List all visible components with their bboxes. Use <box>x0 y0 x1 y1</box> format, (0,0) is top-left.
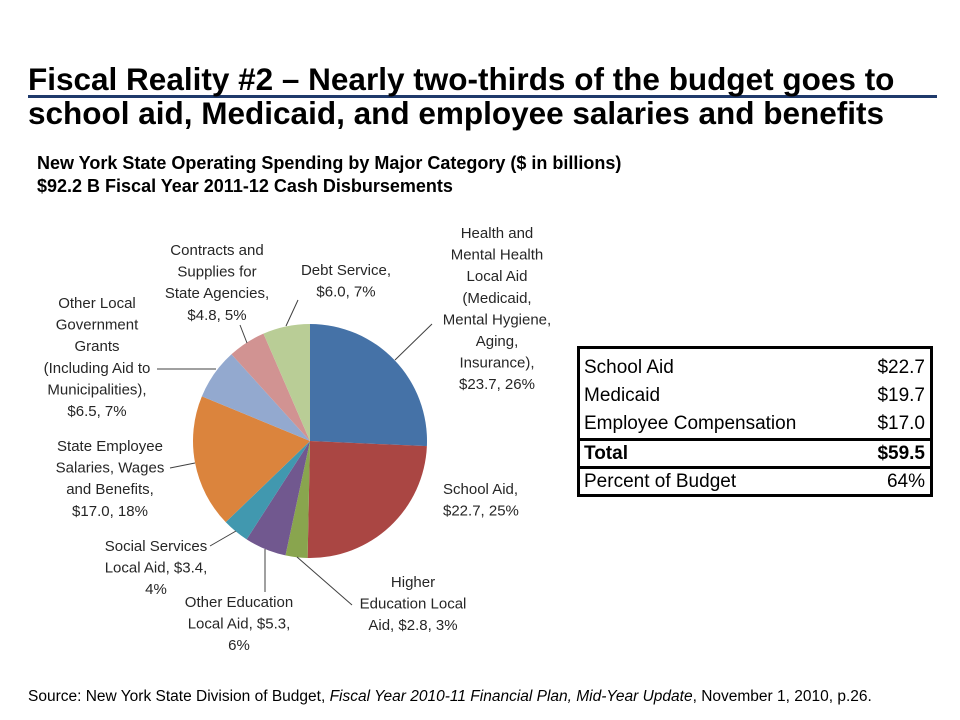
slice-label-line: 6% <box>228 637 250 654</box>
slide-title-line-2: school aid, Medicaid, and employee salar… <box>28 95 885 131</box>
pie-slice-state-employee-salaries <box>193 396 310 523</box>
slice-label-line: Health and <box>461 225 534 242</box>
slice-label-line: Grants <box>74 338 119 355</box>
slide-title-line-1: Fiscal Reality #2 – Nearly two-thirds of… <box>28 61 895 97</box>
leader-line-social-services <box>209 530 237 547</box>
table-row-value: 64% <box>886 471 925 492</box>
pie-slice-other-education <box>246 441 310 556</box>
slice-label-contracts-supplies: Contracts and Supplies for State Agencies,… <box>165 242 269 324</box>
table-row-label: Employee Compensation <box>584 413 797 434</box>
slice-label-school-aid: School Aid, $22.7, 25% <box>443 481 519 520</box>
pie-labels: Health and Mental Health Local Aid (Medicai… <box>44 225 552 654</box>
leader-line-debt-service <box>285 299 299 327</box>
leader-line-health-mental-health <box>394 323 433 361</box>
pie-slice-social-services <box>225 441 310 540</box>
chart-subtitle-line-1: New York State Operating Spending by Maj… <box>37 153 622 173</box>
table-row-value: $22.7 <box>877 357 925 378</box>
leader-line-contracts-supplies <box>239 324 248 344</box>
table-row-value: $17.0 <box>877 413 925 434</box>
pie-slice-higher-education <box>285 441 310 558</box>
slice-label-line: Local Aid <box>467 268 528 285</box>
slice-label-line: $23.7, 26% <box>459 376 535 393</box>
slice-label-line: $4.8, 5% <box>187 307 246 324</box>
table-row-medicaid: Medicaid $19.7 <box>580 382 930 410</box>
slice-label-line: Contracts and <box>170 242 263 259</box>
source-publication: Fiscal Year 2010-11 Financial Plan, Mid-… <box>329 688 693 705</box>
slice-label-health-mental-health: Health and Mental Health Local Aid (Medicai… <box>443 225 551 393</box>
slice-label-line: Insurance), <box>459 355 534 372</box>
slice-label-line: (Medicaid, <box>462 290 531 307</box>
slice-label-line: Social Services <box>105 538 208 555</box>
table-row-total: Total $59.5 <box>580 438 930 466</box>
slice-label-debt-service: Debt Service, $6.0, 7% <box>301 262 391 301</box>
slice-label-line: Aid, $2.8, 3% <box>368 617 457 634</box>
table-row-employee-compensation: Employee Compensation $17.0 <box>580 410 930 438</box>
leader-line-higher-education <box>296 556 353 606</box>
table-row-school-aid: School Aid $22.7 <box>580 349 930 382</box>
slice-label-line: Higher <box>391 574 435 591</box>
table-row-value: $19.7 <box>877 385 925 406</box>
slice-label-line: $6.5, 7% <box>67 403 126 420</box>
slice-label-line: Other Local <box>58 295 136 312</box>
slice-label-higher-education: Higher Education Local Aid, $2.8, 3% <box>360 574 467 634</box>
pie-slices <box>193 324 428 559</box>
table-row-label: Percent of Budget <box>584 471 737 492</box>
pie-slice-health-mental-health <box>310 324 428 447</box>
slice-label-state-employee-salaries: State Employee Salaries, Wages and Benefit… <box>56 438 165 520</box>
slice-label-line: Municipalities), <box>47 381 146 398</box>
chart-subtitle-line-2: $92.2 B Fiscal Year 2011-12 Cash Disburs… <box>37 176 453 196</box>
slice-label-other-education: Other Education Local Aid, $5.3, 6% <box>185 594 293 654</box>
slice-label-line: $17.0, 18% <box>72 503 148 520</box>
source-note: Source: New York State Division of Budge… <box>28 688 872 706</box>
slice-label-line: and Benefits, <box>66 481 154 498</box>
slice-label-other-local-government-grants: Other Local Government Grants (Including Ai… <box>44 295 151 420</box>
table-row-label: Medicaid <box>584 385 661 406</box>
slice-label-line: Education Local <box>360 596 467 613</box>
leader-line-state-employee-salaries <box>169 462 196 469</box>
slice-label-line: Other Education <box>185 594 293 611</box>
table-row-percent-of-budget: Percent of Budget 64% <box>580 466 930 494</box>
slice-label-line: State Employee <box>57 438 163 455</box>
pie-slice-school-aid <box>307 441 427 559</box>
pie-slice-contracts-supplies <box>231 333 310 441</box>
table-row-label: School Aid <box>584 357 674 378</box>
slice-label-line: School Aid, <box>443 481 518 498</box>
pie-slice-other-local-government-grants <box>201 354 310 441</box>
slice-label-line: Aging, <box>476 333 519 350</box>
slide-title: Fiscal Reality #2 – Nearly two-thirds of… <box>28 62 894 130</box>
slice-label-line: Government <box>56 317 139 334</box>
slice-label-line: $6.0, 7% <box>316 284 375 301</box>
slice-label-line: $22.7, 25% <box>443 503 519 520</box>
table-row-label: Total <box>584 443 628 464</box>
slice-label-line: 4% <box>145 581 167 598</box>
slice-label-line: Debt Service, <box>301 262 391 279</box>
source-suffix: , November 1, 2010, p.26. <box>692 688 872 705</box>
summary-table: School Aid $22.7 Medicaid $19.7 Employee… <box>577 346 933 497</box>
chart-subtitle: New York State Operating Spending by Maj… <box>37 152 621 198</box>
slice-label-line: Local Aid, $3.4, <box>105 560 208 577</box>
slice-label-line: (Including Aid to <box>44 360 151 377</box>
source-prefix: Source: New York State Division of Budge… <box>28 688 330 705</box>
slice-label-line: Mental Hygiene, <box>443 311 551 328</box>
slice-label-line: Supplies for <box>177 264 256 281</box>
pie-slice-debt-service <box>263 324 310 441</box>
slice-label-line: Salaries, Wages <box>56 460 165 477</box>
slice-label-line: Mental Health <box>451 247 544 264</box>
slice-label-line: Local Aid, $5.3, <box>188 616 291 633</box>
slice-label-social-services: Social Services Local Aid, $3.4, 4% <box>105 538 208 598</box>
slice-label-line: State Agencies, <box>165 285 269 302</box>
table-row-value: $59.5 <box>877 443 925 464</box>
title-rule <box>28 95 937 98</box>
